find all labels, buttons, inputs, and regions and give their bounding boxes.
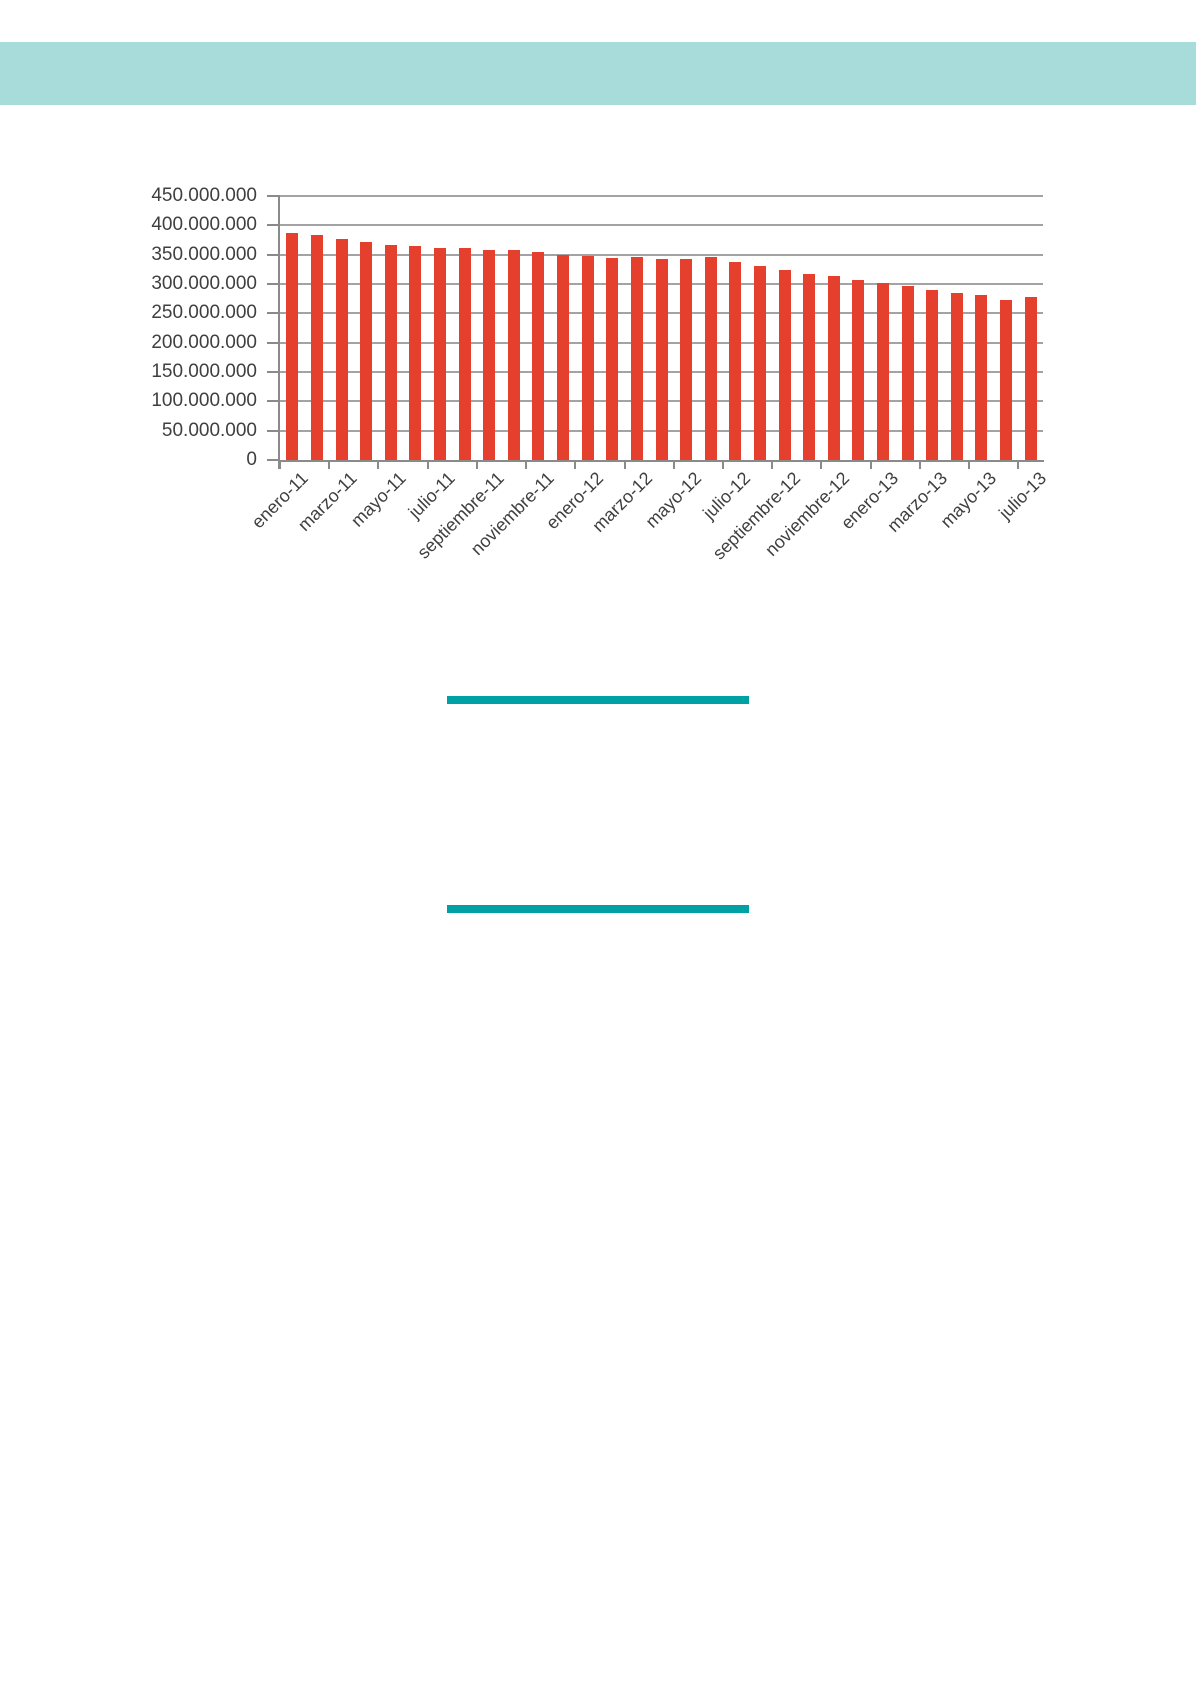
y-axis-tick — [267, 371, 280, 373]
bar-abril-12 — [655, 258, 668, 460]
bar-mayo-12 — [680, 258, 693, 460]
bar-mayo-13 — [975, 295, 988, 460]
x-axis-tick — [1017, 462, 1020, 469]
y-axis-line — [278, 196, 280, 469]
x-axis-tick — [525, 462, 528, 469]
x-axis-tick — [328, 462, 331, 469]
bar-agosto-11 — [458, 248, 471, 460]
bar-enero-13 — [877, 282, 890, 460]
y-axis-tick-label: 150.000.000 — [151, 361, 257, 382]
bar-junio-11 — [409, 246, 422, 460]
bar-enero-12 — [581, 256, 594, 460]
bar-noviembre-11 — [532, 252, 545, 460]
y-axis-tick-label: 300.000.000 — [151, 273, 257, 294]
y-axis-tick — [267, 195, 280, 197]
bar-febrero-12 — [606, 257, 619, 460]
y-axis-tick-label: 350.000.000 — [151, 243, 257, 265]
y-axis-tick-label: 0 — [246, 449, 257, 470]
bar-enero-11 — [286, 232, 299, 460]
bar-diciembre-12 — [852, 280, 865, 460]
top-banner — [0, 42, 1196, 105]
y-axis-tick-label: 250.000.000 — [151, 302, 257, 324]
gridline — [280, 195, 1043, 197]
x-axis-tick — [820, 462, 823, 469]
monthly-bar-chart: 450.000.000 400.000.000 350.000.000 300.000… — [0, 0, 1196, 620]
x-axis-tick — [869, 462, 872, 469]
y-axis-tick — [267, 312, 280, 315]
bar-febrero-13 — [901, 285, 914, 460]
bar-septiembre-12 — [778, 269, 791, 460]
y-axis-tick — [267, 429, 280, 432]
bar-septiembre-11 — [483, 249, 496, 460]
teal-divider-top — [447, 696, 749, 704]
bar-julio-13 — [1024, 297, 1037, 460]
bar-junio-12 — [704, 257, 717, 460]
y-axis-tick — [267, 283, 280, 285]
bar-junio-13 — [1000, 300, 1013, 460]
y-axis-tick-label: 450.000.000 — [151, 185, 257, 206]
gridline — [280, 224, 1043, 227]
y-axis-tick-label: 50.000.000 — [161, 419, 257, 441]
bar-diciembre-11 — [557, 254, 570, 460]
gridline — [280, 253, 1043, 256]
bar-octubre-11 — [507, 249, 520, 460]
y-axis-tick-label: 200.000.000 — [151, 331, 257, 353]
x-axis-tick — [279, 462, 281, 469]
x-axis-tick — [475, 462, 478, 469]
bar-febrero-11 — [310, 235, 323, 460]
y-axis-tick — [267, 224, 280, 227]
y-axis-tick-label: 100.000.000 — [151, 390, 257, 412]
x-axis-tick — [426, 462, 429, 469]
y-axis-tick — [267, 253, 280, 256]
bar-abril-13 — [950, 292, 963, 460]
x-axis-tick — [672, 462, 675, 469]
x-axis-tick — [918, 462, 921, 469]
bar-agosto-12 — [753, 265, 766, 460]
x-axis-tick — [771, 462, 774, 469]
x-axis-tick — [623, 462, 626, 469]
bar-noviembre-12 — [827, 276, 840, 460]
bar-marzo-13 — [926, 290, 939, 460]
bar-octubre-12 — [803, 274, 816, 460]
x-axis-tick — [574, 462, 577, 469]
teal-divider-bottom — [447, 905, 749, 913]
bar-julio-11 — [433, 247, 446, 460]
bar-abril-11 — [360, 242, 373, 460]
bar-mayo-11 — [384, 244, 397, 460]
y-axis-tick — [267, 459, 280, 461]
bar-julio-12 — [729, 262, 742, 460]
y-axis-tick — [267, 341, 280, 344]
y-axis-tick — [267, 400, 280, 403]
x-axis-tick — [377, 462, 380, 469]
x-axis-tick — [968, 462, 971, 469]
x-axis-tick-label: julio-13 — [994, 468, 1050, 524]
bar-marzo-12 — [630, 257, 643, 460]
bar-marzo-11 — [335, 238, 348, 460]
x-axis-line — [278, 460, 1044, 462]
y-axis-tick-label: 400.000.000 — [151, 214, 257, 236]
x-axis-tick — [722, 462, 725, 469]
